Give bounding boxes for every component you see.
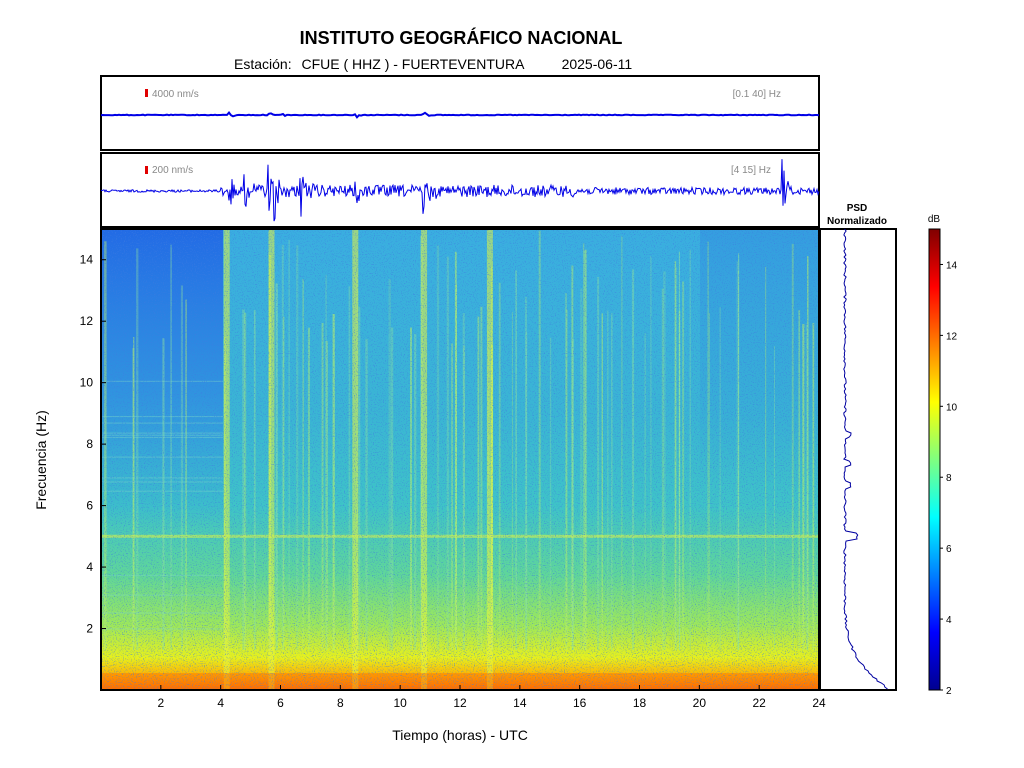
scale-bar-2 <box>145 166 148 174</box>
y-tick-label: 14 <box>80 253 94 267</box>
x-tick-label: 18 <box>633 696 647 710</box>
date-label: 2025-06-11 <box>561 56 633 72</box>
seismogram-1-trace <box>100 111 820 119</box>
colorbar-tick-label: 12 <box>946 331 958 342</box>
colorbar-tick-label: 14 <box>946 260 958 271</box>
psd-title-line1: PSD <box>847 203 868 214</box>
psd-title-line2: Normalizado <box>827 216 887 227</box>
x-tick-label: 20 <box>693 696 707 710</box>
colorbar-tick-label: 6 <box>946 544 952 555</box>
scale-label-2: 200 nm/s <box>152 165 193 176</box>
x-tick-label: 14 <box>513 696 527 710</box>
station-name: CFUE ( HHZ ) - FUERTEVENTURA <box>301 56 525 72</box>
x-tick-label: 12 <box>453 696 467 710</box>
x-tick-label: 4 <box>217 696 224 710</box>
y-tick-label: 4 <box>86 560 93 574</box>
station-subtitle: Estación: CFUE ( HHZ ) - FUERTEVENTURA 2… <box>234 56 638 72</box>
y-tick-label: 2 <box>86 622 93 636</box>
seismogram-filtered-panel: 200 nm/s [4 15] Hz <box>100 152 820 228</box>
filter-label-2: [4 15] Hz <box>731 165 771 176</box>
x-tick-label: 10 <box>393 696 407 710</box>
x-tick-label: 24 <box>812 696 826 710</box>
y-tick-label: 10 <box>80 376 94 390</box>
colorbar-ticks: 2 4 6 8 10 12 14 <box>940 260 958 697</box>
colorbar-label: dB <box>928 214 941 225</box>
spectrogram-noise <box>101 229 819 690</box>
colorbar-tick-label: 10 <box>946 402 958 413</box>
y-tick-label: 12 <box>80 314 94 328</box>
seismogram-1-frame <box>100 75 820 151</box>
x-tick-label: 6 <box>277 696 284 710</box>
y-axis-label: Frecuencia (Hz) <box>33 410 49 510</box>
colorbar-scale <box>928 228 941 691</box>
x-tick-label: 8 <box>337 696 344 710</box>
colorbar-tick-label: 8 <box>946 473 952 484</box>
y-tick-label: 6 <box>86 499 93 513</box>
psd-panel: PSD Normalizado <box>819 203 897 691</box>
scale-bar-1 <box>145 89 148 97</box>
y-tick-label: 8 <box>86 437 93 451</box>
psd-trace <box>843 228 888 690</box>
page-title: INSTITUTO GEOGRÁFICO NACIONAL <box>299 28 623 48</box>
x-axis-label: Tiempo (horas) - UTC <box>392 727 528 743</box>
x-tick-label: 2 <box>157 696 164 710</box>
colorbar-tick-label: 4 <box>946 615 952 626</box>
seismogram-2-trace <box>101 159 820 222</box>
colorbar-tick-label: 2 <box>946 686 952 697</box>
psd-frame <box>819 228 897 691</box>
scale-label-1: 4000 nm/s <box>152 89 199 100</box>
x-tick-label: 22 <box>752 696 766 710</box>
filter-label-1: [0.1 40] Hz <box>733 89 781 100</box>
seismogram-broadband-panel: 4000 nm/s [0.1 40] Hz <box>100 75 820 151</box>
station-label: Estación: <box>234 56 292 72</box>
colorbar: dB 2 4 6 8 10 12 14 <box>928 214 958 697</box>
x-tick-label: 16 <box>573 696 587 710</box>
